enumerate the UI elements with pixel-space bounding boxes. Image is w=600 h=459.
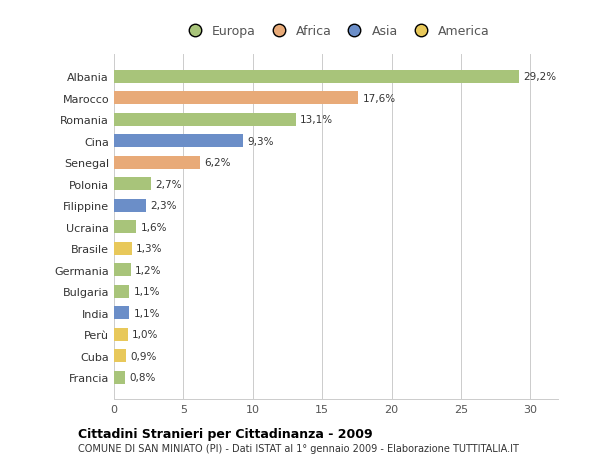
- Bar: [114, 199, 146, 212]
- Text: 0,9%: 0,9%: [131, 351, 157, 361]
- Text: 13,1%: 13,1%: [300, 115, 333, 125]
- Text: 29,2%: 29,2%: [523, 72, 556, 82]
- Bar: [114, 371, 125, 384]
- Bar: [114, 92, 358, 105]
- Bar: [114, 178, 151, 191]
- Bar: [114, 135, 243, 148]
- Bar: [114, 307, 129, 319]
- Text: 1,3%: 1,3%: [136, 244, 163, 254]
- Text: 9,3%: 9,3%: [247, 136, 274, 146]
- Text: 6,2%: 6,2%: [204, 158, 230, 168]
- Text: 2,3%: 2,3%: [150, 201, 176, 211]
- Text: 1,0%: 1,0%: [132, 330, 158, 339]
- Text: 2,7%: 2,7%: [155, 179, 182, 189]
- Bar: [114, 328, 128, 341]
- Bar: [114, 285, 129, 298]
- Bar: [114, 71, 519, 84]
- Bar: [114, 221, 136, 234]
- Text: COMUNE DI SAN MINIATO (PI) - Dati ISTAT al 1° gennaio 2009 - Elaborazione TUTTIT: COMUNE DI SAN MINIATO (PI) - Dati ISTAT …: [78, 443, 519, 453]
- Text: 1,1%: 1,1%: [133, 308, 160, 318]
- Bar: [114, 263, 131, 276]
- Bar: [114, 113, 296, 127]
- Legend: Europa, Africa, Asia, America: Europa, Africa, Asia, America: [177, 20, 495, 43]
- Text: 0,8%: 0,8%: [129, 372, 155, 382]
- Text: Cittadini Stranieri per Cittadinanza - 2009: Cittadini Stranieri per Cittadinanza - 2…: [78, 427, 373, 440]
- Text: 1,6%: 1,6%: [140, 222, 167, 232]
- Text: 1,1%: 1,1%: [133, 286, 160, 297]
- Text: 1,2%: 1,2%: [135, 265, 161, 275]
- Bar: [114, 157, 200, 169]
- Bar: [114, 349, 127, 362]
- Bar: [114, 242, 132, 255]
- Text: 17,6%: 17,6%: [362, 94, 395, 104]
